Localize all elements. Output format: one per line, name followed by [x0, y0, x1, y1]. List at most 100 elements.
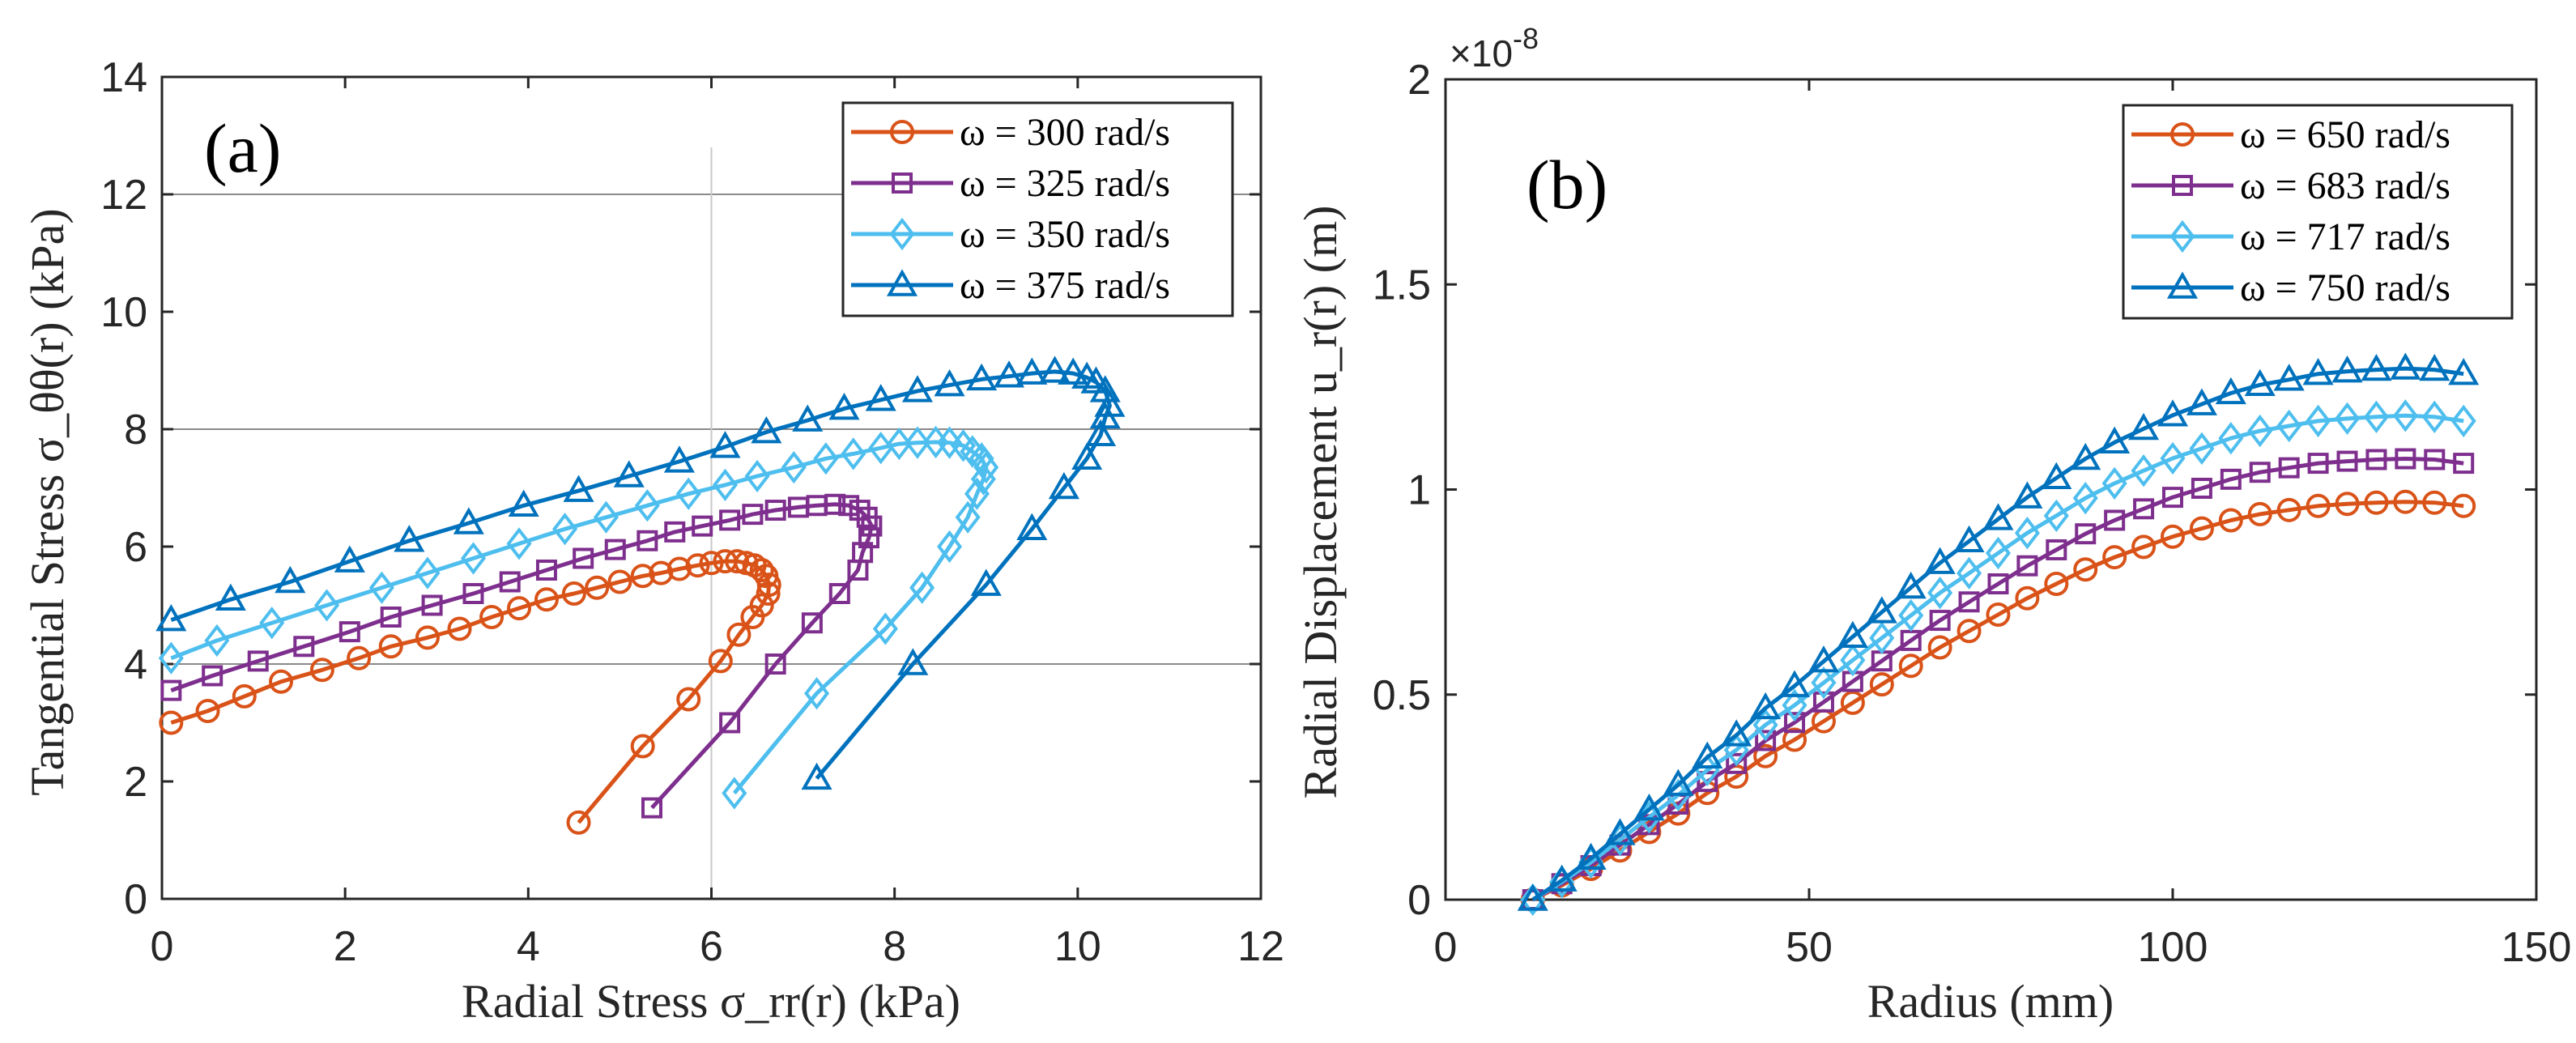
data-point-circle	[725, 549, 750, 574]
data-point-square	[742, 504, 764, 526]
data-point-circle	[2276, 497, 2301, 522]
data-point-triangle	[2273, 364, 2305, 391]
data-point-diamond	[744, 459, 770, 493]
data-point-circle	[2131, 534, 2157, 560]
data-point-triangle	[2186, 388, 2217, 415]
data-point-triangle	[1692, 741, 1723, 768]
data-point-triangle	[1575, 842, 1607, 871]
legend-item: ω = 350 rad/s	[851, 213, 1170, 256]
data-point-triangle	[1866, 596, 1897, 624]
data-point-diamond	[1927, 576, 1953, 610]
data-point-circle	[649, 560, 674, 585]
data-point-circle	[1782, 727, 1807, 752]
data-point-triangle	[1895, 571, 1927, 599]
data-point-triangle	[901, 375, 933, 402]
data-point-square	[2307, 453, 2329, 475]
data-point-triangle	[2070, 442, 2101, 470]
data-point-triangle	[2390, 352, 2421, 380]
data-point-square	[2220, 468, 2242, 490]
data-point-diamond	[1898, 598, 1924, 632]
data-point-diamond	[368, 571, 394, 604]
data-point-circle	[699, 551, 724, 576]
data-point-diamond	[593, 500, 619, 534]
data-point-circle	[232, 683, 257, 709]
data-point-triangle	[1982, 503, 2014, 530]
data-point-circle	[1927, 635, 1952, 660]
data-point-triangle	[1089, 401, 1121, 429]
legend-item: ω = 650 rad/s	[2131, 113, 2450, 156]
data-point-circle	[1753, 743, 1778, 768]
legend-item: ω = 300 rad/s	[851, 111, 1170, 154]
panel-label-b: (b)	[1526, 146, 1607, 224]
data-point-square	[421, 594, 443, 616]
data-point-square	[2075, 523, 2097, 545]
data-point-triangle	[709, 431, 741, 458]
x-tick-label: 10	[1054, 923, 1101, 970]
data-point-diamond	[2334, 402, 2361, 436]
data-point-diamond	[970, 462, 996, 496]
x-tick-label: 6	[700, 923, 723, 970]
series-line	[1531, 457, 2464, 902]
legend-item: ω = 375 rad/s	[851, 264, 1170, 307]
data-point-circle	[2015, 585, 2040, 611]
data-point-triangle	[1807, 645, 1840, 673]
series-717	[1520, 399, 2476, 917]
data-point-diamond	[259, 607, 285, 640]
data-point-square	[861, 515, 883, 537]
panel-label-a: (a)	[204, 109, 281, 187]
data-point-circle	[378, 634, 403, 659]
y-multiplier: ×10-8	[1450, 22, 1539, 74]
chart-b-radial-displacement: (b) Radius (mm) Radial Displacement u_r(…	[1294, 22, 2571, 1028]
data-point-triangle	[2331, 355, 2363, 383]
data-point-square	[160, 679, 182, 701]
data-point-diamond	[2247, 414, 2273, 448]
y-tick-label: 4	[124, 641, 147, 688]
data-point-diamond	[552, 513, 578, 546]
data-point-diamond	[2189, 432, 2215, 466]
data-point-triangle	[1058, 357, 1089, 385]
data-point-triangle	[613, 460, 645, 487]
series-350	[158, 425, 999, 810]
data-point-square	[1987, 573, 2009, 594]
data-point-square	[1958, 591, 1980, 613]
data-point-triangle	[1016, 357, 1048, 385]
legend-marker-triangle	[886, 269, 918, 296]
legend-marker-triangle	[2166, 271, 2199, 299]
data-point-triangle	[801, 762, 832, 790]
data-point-diamond	[886, 427, 912, 461]
data-point-square	[838, 495, 860, 517]
data-point-circle	[1986, 602, 2011, 627]
data-point-square	[2191, 477, 2212, 499]
data-point-square	[1929, 610, 1951, 632]
data-point-triangle	[215, 583, 246, 611]
data-point-triangle	[897, 648, 929, 675]
x-tick-label: 2	[334, 923, 357, 970]
data-point-square	[2104, 509, 2126, 531]
data-point-diamond	[2131, 454, 2157, 487]
data-point-diamond	[813, 442, 839, 475]
data-point-square	[2016, 555, 2038, 577]
data-point-square	[2365, 449, 2387, 470]
y-tick-label: 2	[124, 759, 147, 806]
data-point-circle	[1956, 619, 1982, 644]
data-point-square	[858, 527, 880, 549]
data-point-circle	[2161, 524, 2185, 549]
data-point-circle	[479, 605, 505, 629]
data-point-square	[2395, 448, 2416, 470]
y-multiplier-exponent: -8	[1513, 22, 1539, 55]
legend-item: ω = 325 rad/s	[851, 162, 1170, 205]
data-point-diamond	[909, 571, 935, 604]
data-point-square	[764, 653, 786, 675]
data-point-square	[2249, 462, 2271, 483]
data-point-square	[847, 560, 869, 581]
legend-label: ω = 650 rad/s	[2240, 113, 2450, 156]
legend-item: ω = 750 rad/s	[2131, 266, 2450, 309]
data-point-circle	[2364, 490, 2389, 515]
data-point-square	[2046, 539, 2067, 560]
data-point-square	[247, 650, 269, 672]
data-point-triangle	[563, 475, 594, 502]
data-point-triangle	[751, 415, 782, 444]
data-point-diamond	[675, 477, 701, 510]
series-line	[1531, 500, 2464, 902]
data-point-diamond	[2218, 422, 2244, 455]
